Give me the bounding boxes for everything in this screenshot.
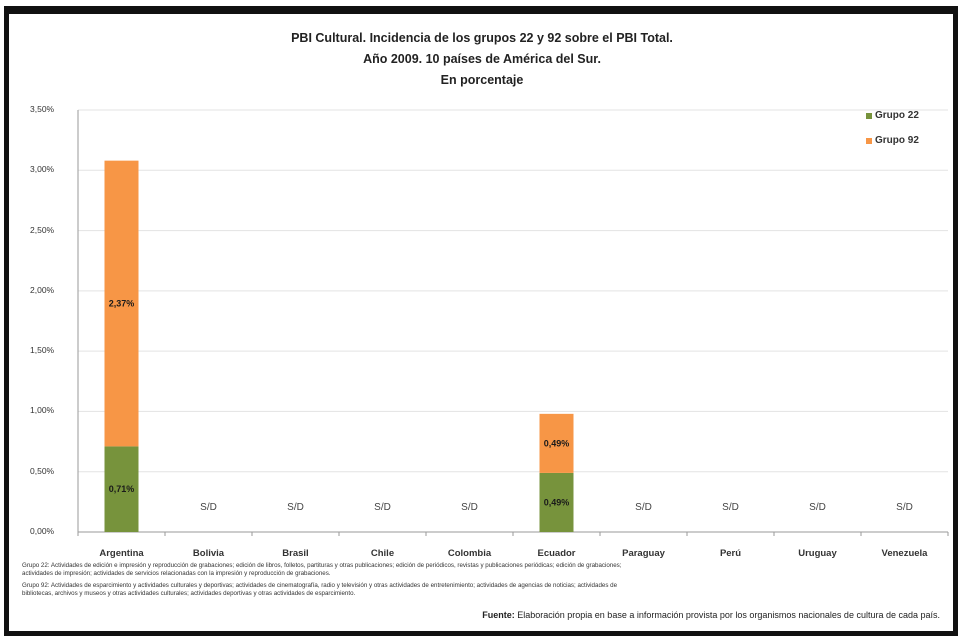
- x-tick-label: Brasil: [282, 548, 309, 559]
- footnote-line-2: actividades de impresión; actividades de…: [22, 570, 331, 577]
- legend-item-grupo-92: Grupo 92: [866, 135, 919, 146]
- x-tick-label: Uruguay: [798, 548, 837, 559]
- legend-label-grupo-92: Grupo 92: [875, 135, 919, 146]
- y-tick-label: 1,00%: [30, 405, 55, 416]
- y-tick-label: 0,50%: [30, 465, 55, 476]
- legend-swatch-grupo-92: [866, 137, 872, 144]
- chart-frame: [4, 6, 958, 636]
- y-tick-label: 1,50%: [30, 345, 55, 356]
- source-text: Elaboración propia en base a información…: [517, 610, 940, 620]
- x-tick-label: Chile: [370, 548, 395, 559]
- y-tick-label: 2,00%: [30, 284, 55, 295]
- footnote-line-4: bibliotecas, archivos y museos y otras a…: [22, 590, 356, 597]
- footnote-line-3: Grupo 92: Actividades de esparcimiento y…: [22, 582, 618, 589]
- legend-item-grupo-22: Grupo 22: [866, 110, 919, 121]
- footnote-line-1: Grupo 22: Actividades de edición e impre…: [22, 562, 622, 569]
- y-tick-label: 3,00%: [30, 164, 55, 175]
- x-tick-label: Bolivia: [192, 548, 225, 559]
- x-tick-label: Ecuador: [537, 548, 576, 559]
- x-tick-label: Paraguay: [622, 548, 665, 559]
- y-tick-label: 3,50%: [30, 104, 55, 114]
- x-tick-label: Perú: [719, 548, 742, 559]
- y-tick-label: 2,50%: [30, 224, 55, 235]
- x-tick-label: Argentina: [99, 548, 144, 559]
- chart-title-line-3: En porcentaje: [440, 73, 524, 87]
- x-tick-label: Venezuela: [881, 548, 928, 559]
- chart-title-line-1: PBI Cultural. Incidencia de los grupos 2…: [291, 31, 673, 45]
- chart-title-line-2: Año 2009. 10 países de América del Sur.: [363, 52, 601, 66]
- source-note: Fuente: Elaboración propia en base a inf…: [300, 610, 940, 620]
- legend-swatch-grupo-22: [866, 112, 872, 119]
- legend-label-grupo-22: Grupo 22: [875, 110, 919, 121]
- x-tick-label: Colombia: [447, 548, 492, 559]
- source-label: Fuente:: [482, 610, 515, 620]
- y-tick-label: 0,00%: [30, 526, 55, 536]
